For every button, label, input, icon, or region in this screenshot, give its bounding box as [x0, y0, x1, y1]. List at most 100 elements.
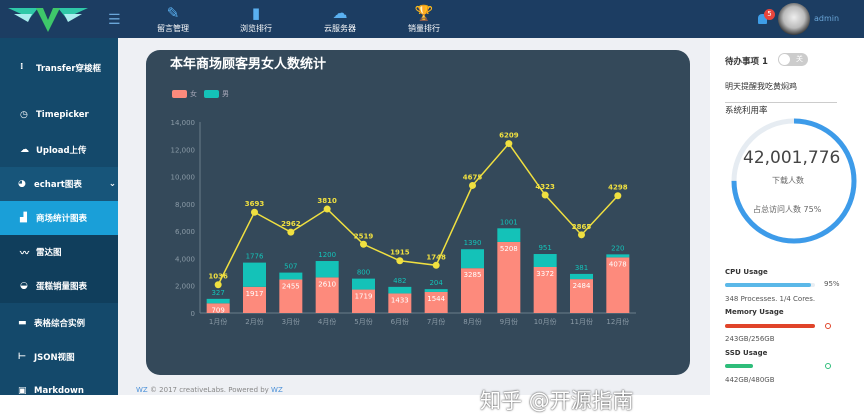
edit-icon: ✎ [166, 4, 180, 22]
y-tick-label: 12,000 [171, 146, 196, 154]
bar-male-label: 204 [429, 279, 443, 287]
line-point [614, 192, 622, 200]
bar-female-label: 1544 [427, 295, 445, 303]
clock-icon: ◷ [20, 110, 28, 120]
bar-chart-icon: ▟ [20, 213, 27, 223]
bar-male [206, 298, 230, 304]
line-point-label: 1748 [426, 253, 446, 261]
line-point [469, 181, 476, 189]
x-tick-label: 9月份 [500, 317, 518, 326]
sidebar-item-mall-stats[interactable]: ▟ 商场统计图表 [0, 201, 118, 235]
line-point [396, 257, 404, 265]
line-point-label: 1036 [208, 273, 228, 281]
percent-text: 占总访问人数 75% [753, 205, 822, 214]
line-point [432, 261, 440, 269]
bell-icon[interactable] [758, 14, 767, 24]
x-tick-label: 4月份 [318, 317, 336, 326]
nav-label: 留言管理 [157, 24, 189, 33]
nav-cloud-server[interactable]: ☁ 云服务器 [305, 3, 375, 34]
usage-ring [731, 118, 857, 244]
bar-male-label: 1200 [318, 251, 336, 259]
avatar[interactable] [778, 3, 810, 35]
nav-messages[interactable]: ✎ 留言管理 [138, 3, 208, 34]
y-tick-label: 10,000 [171, 174, 196, 182]
ssd-label: SSD Usage [725, 349, 768, 357]
line-point [214, 281, 222, 289]
bar-male-label: 951 [538, 244, 551, 252]
sidebar-item-timepicker[interactable]: ◷ Timepicker [0, 98, 118, 132]
line-point [505, 140, 513, 148]
bar-female-label: 2610 [318, 280, 336, 288]
x-tick-label: 10月份 [534, 317, 557, 326]
bar-female-label: 1917 [246, 290, 264, 298]
bar-male-label: 1001 [500, 218, 518, 226]
bar-female-label: 3372 [536, 270, 554, 278]
sidebar-label: Markdown [34, 386, 84, 395]
bar-male [606, 254, 630, 258]
username[interactable]: admin [814, 14, 840, 23]
line-point-label: 3693 [245, 200, 265, 208]
bar-male [497, 228, 521, 242]
sidebar-label: 表格综合实例 [34, 319, 86, 329]
notification-badge: 5 [764, 9, 775, 20]
line-point [323, 205, 331, 213]
bar-male-label: 507 [284, 263, 297, 271]
sidebar-item-markdown[interactable]: ▣ Markdown [0, 374, 118, 395]
memory-detail: 243GB/256GB [725, 335, 775, 343]
legend-item-female[interactable]: 女 [172, 89, 197, 99]
line-chart-icon: 〰 [20, 248, 30, 259]
sidebar-item-transfer[interactable]: ⁞ Transfer穿梭框 [0, 50, 118, 90]
bar-female [279, 279, 303, 313]
nav-sales-ranking[interactable]: 🏆 销量排行 [389, 3, 459, 34]
sidebar-item-table[interactable]: ▬ 表格综合实例 [0, 306, 118, 340]
bar-male [352, 278, 375, 290]
chart-title: 本年商场顾客男女人数统计 [170, 57, 327, 72]
usage-title: 系统利用率 [725, 106, 768, 116]
sidebar-item-echart[interactable]: ◕ echart图表 ⌄ [0, 167, 118, 201]
sidebar-item-cake[interactable]: ◒ 蛋糕销量图表 [0, 269, 118, 303]
line-point-label: 6209 [499, 132, 519, 140]
sidebar-label: 蛋糕销量图表 [36, 282, 88, 292]
bar-female [243, 286, 266, 313]
memory-label: Memory Usage [725, 308, 784, 316]
sidebar-item-radar[interactable]: 〰雷达图 [0, 235, 118, 269]
bar-male-label: 381 [575, 264, 588, 272]
nav-label: 云服务器 [324, 24, 356, 33]
bar-female-label: 2455 [282, 283, 300, 291]
big-label: 下载人数 [772, 176, 804, 185]
line-point-label: 4675 [463, 173, 483, 181]
big-number: 42,001,776 [743, 148, 841, 168]
bar-male [533, 254, 557, 267]
footer-link[interactable]: WZ [136, 386, 148, 394]
bar-female-label: 3285 [464, 271, 482, 279]
cpu-label: CPU Usage [725, 268, 768, 276]
bar-male [243, 262, 266, 287]
bar-female [352, 289, 375, 313]
bar-male-label: 482 [393, 277, 406, 285]
line-point [578, 231, 585, 239]
todo-title: 待办事项 1 [725, 57, 768, 67]
cake-icon: ◒ [20, 281, 28, 291]
todo-toggle[interactable]: 关 [778, 53, 808, 66]
line-point-label: 3810 [317, 197, 337, 205]
ssd-bar [725, 364, 753, 368]
line-point-label: 1915 [390, 249, 410, 257]
bar-female [424, 291, 448, 313]
line-point [287, 228, 295, 236]
x-tick-label: 2月份 [245, 317, 263, 326]
nav-views-ranking[interactable]: ▮ 浏览排行 [221, 3, 291, 34]
bar-female-label: 1433 [391, 296, 409, 304]
legend-item-male[interactable]: 男 [204, 89, 229, 99]
chart-plot: 0 2,000 4,000 6,000 8,000 10,000 12,000 14,000 1… [171, 119, 636, 326]
memory-bar [725, 324, 815, 328]
sidebar-item-json[interactable]: ⊢ JSON视图 [0, 340, 118, 374]
bar-female-label: 5208 [500, 245, 518, 253]
menu-toggle-icon[interactable]: ☰ [108, 12, 121, 28]
y-tick-label: 4,000 [175, 255, 195, 263]
sidebar-label: 商场统计图表 [36, 214, 88, 224]
markdown-icon: ▣ [18, 386, 27, 395]
cpu-bar [725, 283, 815, 287]
sidebar-item-upload[interactable]: ☁ Upload上传 [0, 133, 118, 167]
footer-link[interactable]: WZ [271, 386, 283, 394]
bar-female-label: 1719 [355, 293, 373, 301]
